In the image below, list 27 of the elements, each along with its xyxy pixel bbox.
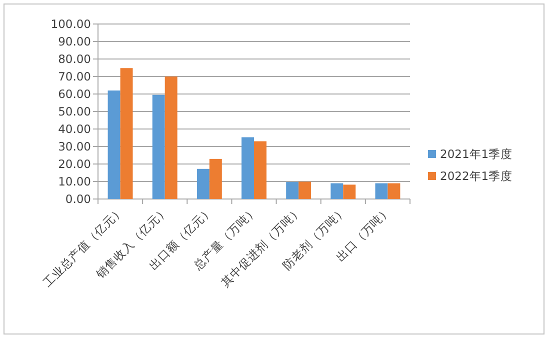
bar — [375, 183, 388, 199]
y-tick-label: 10.00 — [58, 174, 91, 188]
bar — [388, 183, 400, 199]
bar — [108, 90, 120, 199]
bar — [343, 184, 356, 199]
bar — [120, 68, 133, 199]
y-tick-label: 40.00 — [58, 122, 91, 136]
y-tick-label: 30.00 — [58, 140, 91, 154]
y-tick-label: 20.00 — [58, 157, 91, 171]
legend-label: 2021年1季度 — [440, 147, 513, 161]
bar — [298, 182, 312, 199]
y-tick-label: 50.00 — [58, 104, 91, 118]
y-tick-label: 100.00 — [50, 17, 91, 31]
bar — [164, 76, 178, 199]
bar — [254, 141, 266, 199]
y-tick-label: 80.00 — [58, 52, 91, 66]
y-tick-label: 90.00 — [58, 34, 91, 48]
y-tick-label: 60.00 — [58, 87, 91, 101]
y-tick-label: 70.00 — [58, 70, 91, 84]
bar — [330, 183, 344, 199]
legend-label: 2022年1季度 — [440, 169, 513, 183]
y-tick-label: 0.00 — [65, 192, 91, 206]
bar — [152, 94, 165, 199]
bar — [196, 168, 210, 199]
bar — [209, 158, 222, 199]
bar — [242, 137, 254, 199]
bar — [286, 182, 299, 199]
